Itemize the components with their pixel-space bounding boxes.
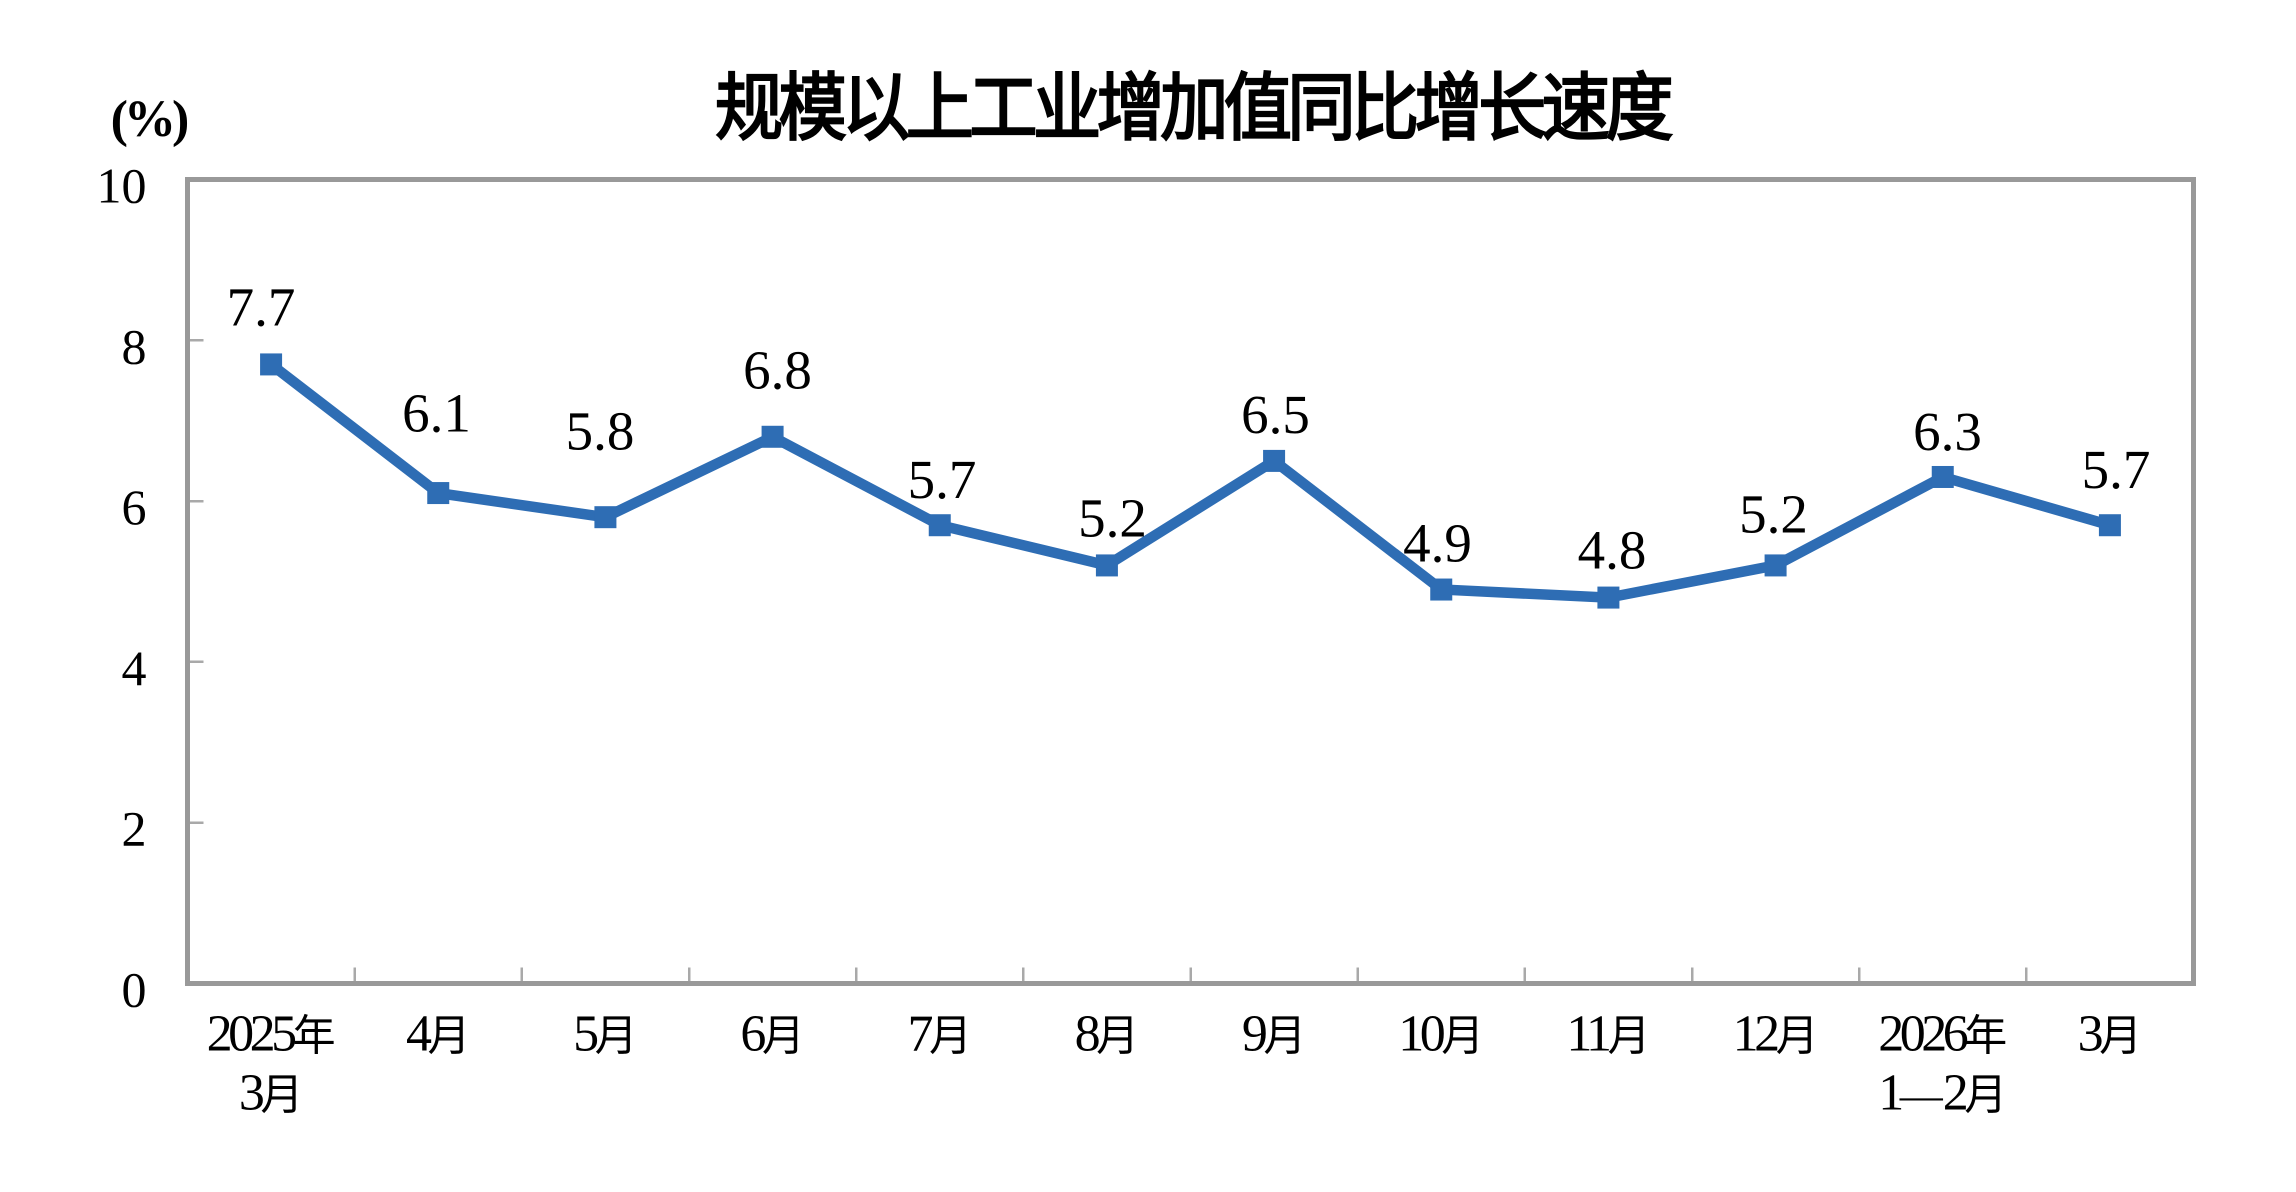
- x-axis-tick-label: 4月: [406, 1006, 471, 1063]
- x-axis-tick-label: 10月: [1398, 1006, 1484, 1063]
- series-marker: [928, 514, 951, 537]
- y-axis-tick-label: 8: [122, 318, 147, 374]
- x-axis-tick-label: 2026年: [1878, 1006, 2007, 1063]
- series-marker: [594, 506, 617, 529]
- chart-title: 规模以上工业增加值同比增长速度: [715, 68, 1673, 150]
- series-line: [267, 360, 2112, 603]
- data-label: 4.8: [1578, 520, 1647, 581]
- plot-border: [185, 177, 2196, 986]
- x-axis-tick-label: 12月: [1733, 1006, 1819, 1063]
- y-axis-tick-label: 0: [122, 962, 147, 1018]
- series-marker: [427, 482, 450, 505]
- series-marker: [2098, 514, 2121, 537]
- series-marker: [1430, 578, 1453, 601]
- series-marker: [260, 353, 283, 376]
- x-axis-tick-label: 8月: [1075, 1006, 1140, 1063]
- series-marker: [1095, 554, 1118, 577]
- series-marker: [1764, 554, 1787, 577]
- x-axis-tick-label: 3月: [239, 1065, 304, 1122]
- data-label: 4.9: [1403, 513, 1472, 574]
- x-axis-tick-label: 6月: [740, 1006, 805, 1063]
- data-series: [260, 353, 2121, 609]
- data-label: 7.7: [227, 277, 296, 338]
- x-axis-tick-label: 7月: [908, 1006, 973, 1063]
- data-label: 6.1: [402, 383, 471, 444]
- series-marker: [1597, 586, 1620, 609]
- data-label: 5.7: [908, 449, 977, 510]
- x-axis-tick-label: 9月: [1242, 1006, 1307, 1063]
- series-marker: [761, 425, 784, 448]
- x-axis-tick-label: 2025年: [207, 1006, 336, 1063]
- x-axis-tick-label: 1—2月: [1878, 1065, 2007, 1122]
- series-marker: [1931, 465, 1954, 488]
- series-marker: [1263, 449, 1286, 472]
- data-label: 5.2: [1739, 484, 1808, 545]
- y-axis-tick-label: 2: [122, 801, 147, 857]
- data-label: 5.7: [2082, 439, 2151, 500]
- plot-area: [185, 177, 2196, 986]
- y-axis-tick-label: 6: [122, 479, 147, 535]
- data-label: 5.8: [566, 401, 635, 462]
- data-label: 6.3: [1913, 401, 1982, 462]
- y-axis-unit-label: (%): [111, 91, 188, 148]
- data-label: 6.5: [1241, 384, 1310, 445]
- x-axis-tick-label: 11月: [1566, 1006, 1650, 1063]
- data-label: 5.2: [1078, 488, 1147, 549]
- x-axis-tick-label: 3月: [2078, 1006, 2143, 1063]
- x-axis-tick-label: 5月: [573, 1006, 638, 1063]
- y-axis-tick-label: 10: [97, 158, 147, 214]
- y-axis-tick-label: 4: [122, 640, 147, 696]
- data-label: 6.8: [743, 340, 812, 401]
